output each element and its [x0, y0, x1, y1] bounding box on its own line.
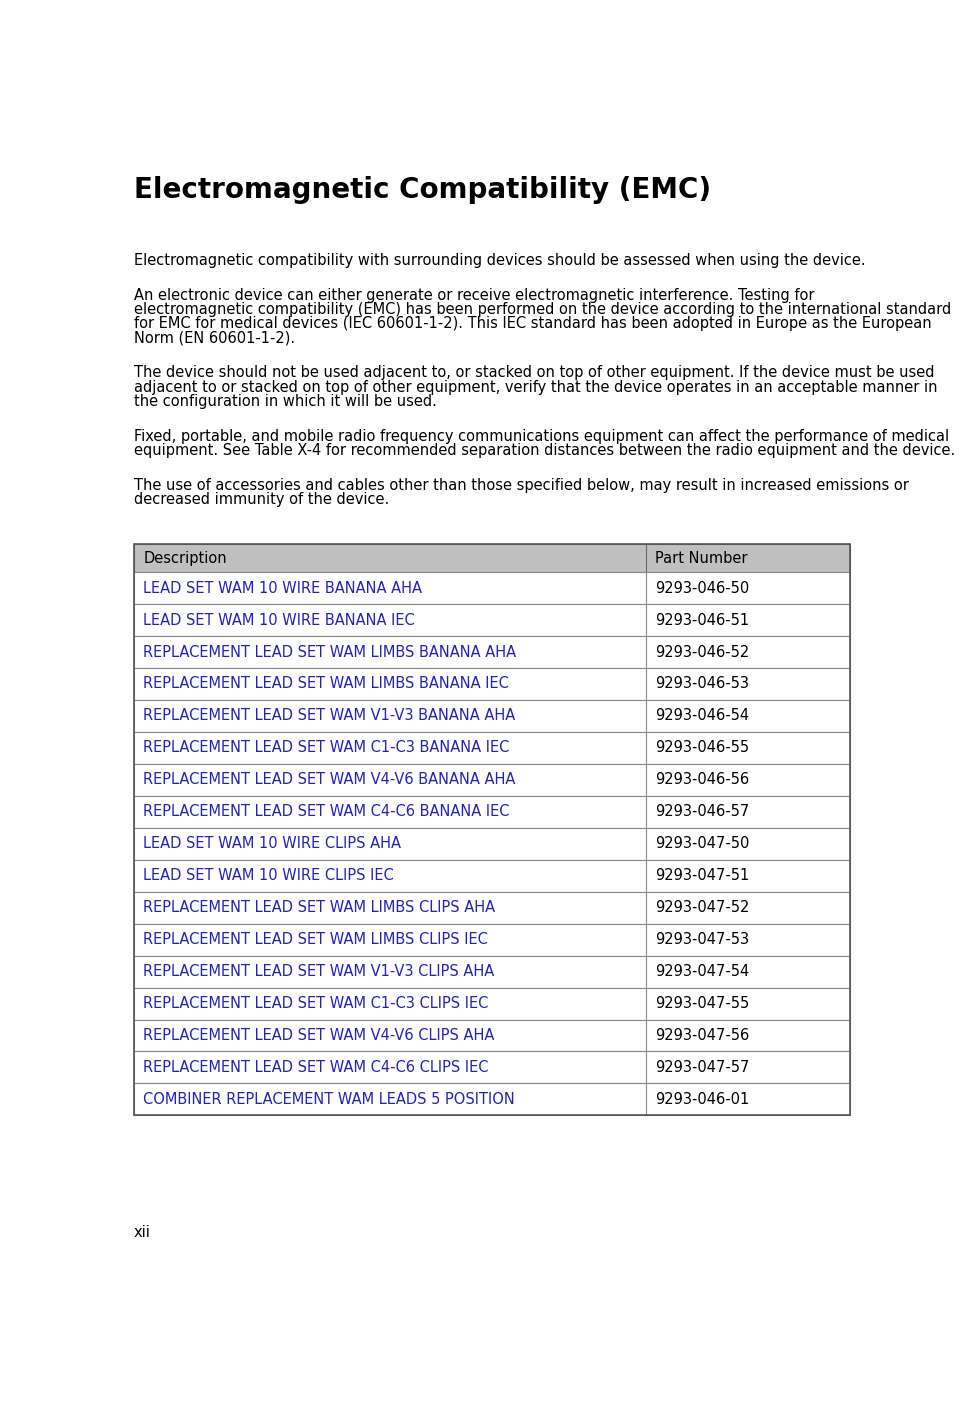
Bar — [134, 796, 850, 827]
Text: 9293-046-53: 9293-046-53 — [656, 676, 749, 692]
Text: REPLACEMENT LEAD SET WAM LIMBS BANANA IEC: REPLACEMENT LEAD SET WAM LIMBS BANANA IE… — [143, 676, 509, 692]
Text: 9293-046-54: 9293-046-54 — [656, 709, 750, 723]
Text: REPLACEMENT LEAD SET WAM V4-V6 CLIPS AHA: REPLACEMENT LEAD SET WAM V4-V6 CLIPS AHA — [143, 1028, 494, 1043]
Bar — [134, 1052, 850, 1083]
Text: xii: xii — [134, 1224, 151, 1240]
Text: 9293-047-56: 9293-047-56 — [656, 1028, 750, 1043]
Text: the configuration in which it will be used.: the configuration in which it will be us… — [134, 394, 437, 409]
Text: 9293-046-50: 9293-046-50 — [656, 580, 750, 596]
Text: The use of accessories and cables other than those specified below, may result i: The use of accessories and cables other … — [134, 479, 909, 493]
Text: Fixed, portable, and mobile radio frequency communications equipment can affect : Fixed, portable, and mobile radio freque… — [134, 429, 949, 443]
Bar — [134, 635, 850, 668]
Bar — [134, 572, 850, 604]
Text: adjacent to or stacked on top of other equipment, verify that the device operate: adjacent to or stacked on top of other e… — [134, 380, 938, 394]
Bar — [134, 731, 850, 764]
Text: REPLACEMENT LEAD SET WAM C4-C6 CLIPS IEC: REPLACEMENT LEAD SET WAM C4-C6 CLIPS IEC — [143, 1060, 489, 1075]
Text: 9293-046-57: 9293-046-57 — [656, 805, 750, 819]
Text: 9293-047-52: 9293-047-52 — [656, 901, 750, 915]
Bar — [134, 923, 850, 956]
Text: Part Number: Part Number — [656, 551, 748, 566]
Text: equipment. See Table X-4 for recommended separation distances between the radio : equipment. See Table X-4 for recommended… — [134, 443, 955, 457]
Text: 9293-047-50: 9293-047-50 — [656, 836, 750, 851]
Bar — [134, 860, 850, 892]
Text: Description: Description — [143, 551, 227, 566]
Bar — [134, 956, 850, 987]
Text: Electromagnetic compatibility with surrounding devices should be assessed when u: Electromagnetic compatibility with surro… — [134, 253, 866, 268]
Text: REPLACEMENT LEAD SET WAM LIMBS BANANA AHA: REPLACEMENT LEAD SET WAM LIMBS BANANA AH… — [143, 644, 516, 659]
Text: REPLACEMENT LEAD SET WAM V4-V6 BANANA AHA: REPLACEMENT LEAD SET WAM V4-V6 BANANA AH… — [143, 772, 516, 788]
Bar — [134, 827, 850, 860]
Text: Norm (EN 60601-1-2).: Norm (EN 60601-1-2). — [134, 330, 295, 346]
Text: REPLACEMENT LEAD SET WAM C4-C6 BANANA IEC: REPLACEMENT LEAD SET WAM C4-C6 BANANA IE… — [143, 805, 510, 819]
Text: COMBINER REPLACEMENT WAM LEADS 5 POSITION: COMBINER REPLACEMENT WAM LEADS 5 POSITIO… — [143, 1091, 515, 1107]
Text: 9293-047-53: 9293-047-53 — [656, 932, 750, 947]
Text: 9293-047-51: 9293-047-51 — [656, 868, 750, 884]
Text: 9293-046-52: 9293-046-52 — [656, 644, 750, 659]
Bar — [134, 668, 850, 700]
Bar — [134, 1083, 850, 1115]
Text: REPLACEMENT LEAD SET WAM LIMBS CLIPS AHA: REPLACEMENT LEAD SET WAM LIMBS CLIPS AHA — [143, 901, 495, 915]
Text: LEAD SET WAM 10 WIRE BANANA AHA: LEAD SET WAM 10 WIRE BANANA AHA — [143, 580, 422, 596]
Bar — [134, 892, 850, 923]
Bar — [134, 604, 850, 635]
Bar — [134, 1019, 850, 1052]
Text: 9293-046-51: 9293-046-51 — [656, 613, 750, 627]
Text: 9293-047-54: 9293-047-54 — [656, 964, 750, 979]
Bar — [134, 545, 850, 572]
Text: decreased immunity of the device.: decreased immunity of the device. — [134, 493, 389, 507]
Text: 9293-046-56: 9293-046-56 — [656, 772, 750, 788]
Text: REPLACEMENT LEAD SET WAM C1-C3 CLIPS IEC: REPLACEMENT LEAD SET WAM C1-C3 CLIPS IEC — [143, 995, 489, 1011]
Text: Electromagnetic Compatibility (EMC): Electromagnetic Compatibility (EMC) — [134, 175, 711, 203]
Text: REPLACEMENT LEAD SET WAM V1-V3 CLIPS AHA: REPLACEMENT LEAD SET WAM V1-V3 CLIPS AHA — [143, 964, 494, 979]
Text: An electronic device can either generate or receive electromagnetic interference: An electronic device can either generate… — [134, 288, 814, 302]
Text: LEAD SET WAM 10 WIRE CLIPS IEC: LEAD SET WAM 10 WIRE CLIPS IEC — [143, 868, 394, 884]
Text: LEAD SET WAM 10 WIRE CLIPS AHA: LEAD SET WAM 10 WIRE CLIPS AHA — [143, 836, 401, 851]
Text: 9293-046-55: 9293-046-55 — [656, 740, 750, 755]
Text: REPLACEMENT LEAD SET WAM LIMBS CLIPS IEC: REPLACEMENT LEAD SET WAM LIMBS CLIPS IEC — [143, 932, 488, 947]
Bar — [134, 764, 850, 796]
Text: REPLACEMENT LEAD SET WAM C1-C3 BANANA IEC: REPLACEMENT LEAD SET WAM C1-C3 BANANA IE… — [143, 740, 510, 755]
Text: 9293-047-57: 9293-047-57 — [656, 1060, 750, 1075]
Text: 9293-047-55: 9293-047-55 — [656, 995, 750, 1011]
Text: 9293-046-01: 9293-046-01 — [656, 1091, 750, 1107]
Bar — [134, 545, 850, 1115]
Text: electromagnetic compatibility (EMC) has been performed on the device according t: electromagnetic compatibility (EMC) has … — [134, 302, 951, 316]
Text: The device should not be used adjacent to, or stacked on top of other equipment.: The device should not be used adjacent t… — [134, 366, 934, 380]
Text: for EMC for medical devices (IEC 60601-1-2). This IEC standard has been adopted : for EMC for medical devices (IEC 60601-1… — [134, 316, 931, 332]
Text: REPLACEMENT LEAD SET WAM V1-V3 BANANA AHA: REPLACEMENT LEAD SET WAM V1-V3 BANANA AH… — [143, 709, 516, 723]
Text: LEAD SET WAM 10 WIRE BANANA IEC: LEAD SET WAM 10 WIRE BANANA IEC — [143, 613, 415, 627]
Bar — [134, 700, 850, 731]
Bar — [134, 987, 850, 1019]
